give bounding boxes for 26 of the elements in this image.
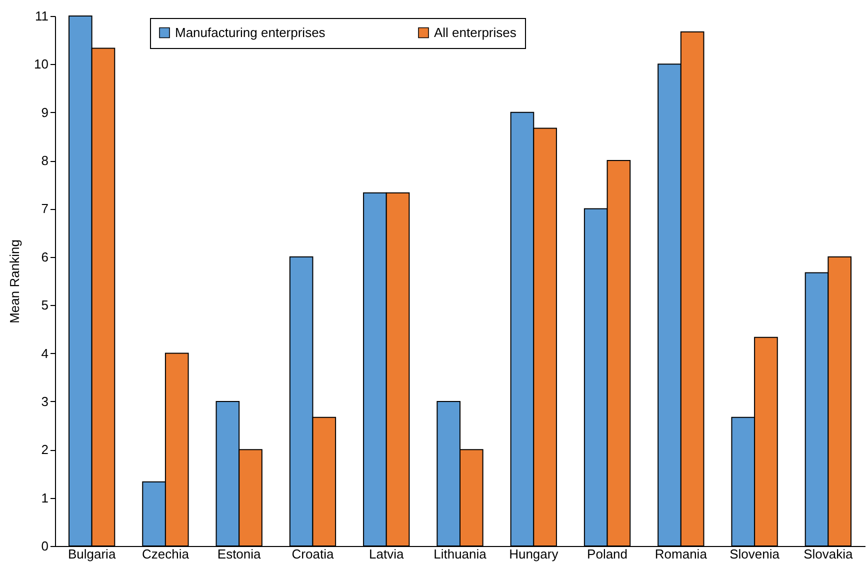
y-tick-label: 9 xyxy=(41,104,48,120)
x-tick-label: Slovakia xyxy=(804,546,854,562)
y-tick-label: 11 xyxy=(35,8,48,24)
x-tick-label: Lithuania xyxy=(434,546,488,562)
y-tick-label: 4 xyxy=(41,346,48,361)
x-tick-label: Czechia xyxy=(142,546,190,562)
x-tick-label: Croatia xyxy=(292,546,334,562)
y-tick-label: 5 xyxy=(41,298,48,313)
x-tick-label: Latvia xyxy=(369,546,404,562)
x-tick-label: Bulgaria xyxy=(68,546,116,562)
legend-label: All enterprises xyxy=(434,24,517,40)
y-tick-label: 2 xyxy=(41,442,48,458)
x-tick-label: Estonia xyxy=(217,546,262,562)
x-tick-label: Poland xyxy=(587,546,628,562)
x-tick-label: Hungary xyxy=(509,546,559,562)
y-axis-title: Mean Ranking xyxy=(7,240,22,324)
x-tick-label: Slovenia xyxy=(730,546,780,562)
y-tick-label: 10 xyxy=(34,56,48,72)
x-tick-label: Romania xyxy=(654,546,708,562)
y-tick-label: 7 xyxy=(41,201,48,216)
y-tick-label: 1 xyxy=(41,490,48,506)
y-tick-label: 3 xyxy=(41,394,48,409)
y-tick-label: 0 xyxy=(41,538,48,554)
y-tick-label: 8 xyxy=(41,153,48,168)
y-tick-label: 6 xyxy=(41,249,48,264)
legend-label: Manufacturing enterprises xyxy=(175,24,326,40)
